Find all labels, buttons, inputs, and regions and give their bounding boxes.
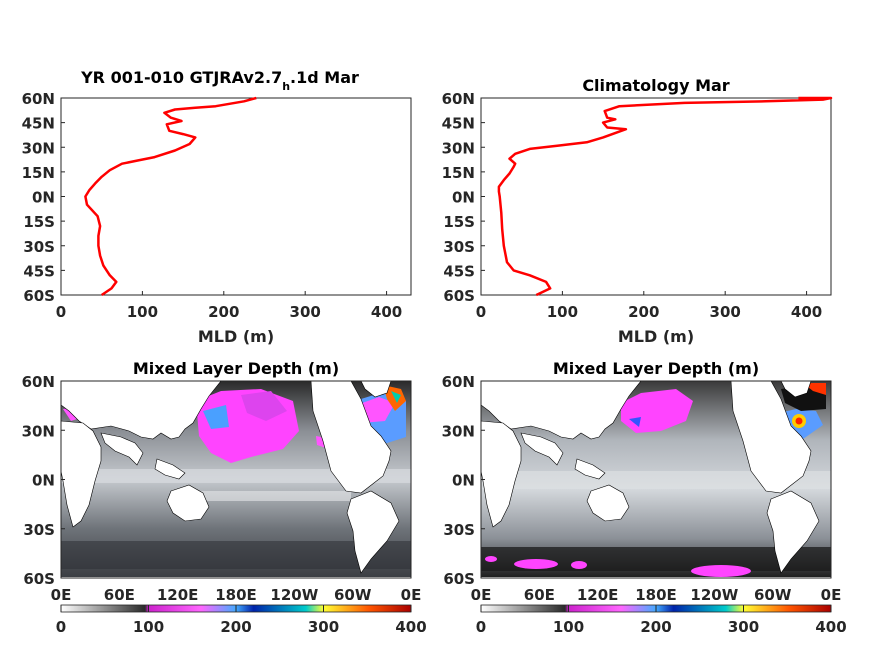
colorbar-model: 0 100 200 300 400 xyxy=(56,604,427,636)
map-lat-tick-label: 60S xyxy=(23,570,55,588)
profile-x-tick-label: 200 xyxy=(208,303,239,321)
panel-map-model: Mixed Layer Depth (m) 0E 60E 120E 1 xyxy=(22,359,427,636)
profile-y-tick-label: 15S xyxy=(23,213,55,231)
profile-x-tick-label: 300 xyxy=(710,303,741,321)
map-lat-tick-label: 60N xyxy=(22,373,55,391)
map-lat-tick-label: 30S xyxy=(443,521,475,539)
colorbar-model-ticks: 0 100 200 300 400 xyxy=(56,605,427,636)
map-lon-tick-label: 180E xyxy=(215,586,257,604)
profile-y-tick-label: 30N xyxy=(442,139,475,157)
map-lon-tick-label: 120E xyxy=(157,586,199,604)
profile-x-tick-label: 200 xyxy=(628,303,659,321)
map-lat-tick-label: 0N xyxy=(32,472,55,490)
colorbar-tick-label: 300 xyxy=(728,618,759,636)
colorbar-tick-label: 0 xyxy=(56,618,66,636)
profile-model-title-main: YR 001-010 GTJRAv2.7 xyxy=(80,68,282,87)
profile-y-tick-label: 45N xyxy=(22,115,55,133)
map-clim-field xyxy=(480,380,832,582)
profile-y-tick-label: 15S xyxy=(443,213,475,231)
profile-model-xlabel: MLD (m) xyxy=(198,327,274,346)
profile-clim-ticks: 0 100 200 300 400 60N 45N 30N 15N 0N 15S 30S 45S 60S xyxy=(442,90,823,321)
profile-clim-axes xyxy=(480,97,832,296)
profile-y-tick-label: 15N xyxy=(22,164,55,182)
map-clim-title: Mixed Layer Depth (m) xyxy=(553,359,759,378)
map-model-title: Mixed Layer Depth (m) xyxy=(133,359,339,378)
profile-model-axes xyxy=(60,97,412,296)
map-lon-tick-label: 180E xyxy=(635,586,677,604)
profile-model-title-sub: h xyxy=(282,80,290,93)
profile-x-tick-label: 300 xyxy=(290,303,321,321)
map-lon-tick-label: 60W xyxy=(754,586,792,604)
profile-clim-series-line xyxy=(497,96,833,297)
panel-profile-climatology: Climatology Mar 0 100 200 300 400 60N 45N 30N 15… xyxy=(442,76,833,346)
colorbar-tick-label: 200 xyxy=(640,618,671,636)
map-lon-tick-label: 0E xyxy=(51,586,72,604)
colorbar-tick-label: 100 xyxy=(553,618,584,636)
map-clim-ticks: 0E 60E 120E 180E 120W 60W 0E 60N 30N 0N 30S 60S xyxy=(442,373,842,604)
colorbar-tick-label: 100 xyxy=(133,618,164,636)
profile-x-tick-label: 0 xyxy=(56,303,66,321)
map-lon-tick-label: 60E xyxy=(104,586,135,604)
map-model-ticks: 0E 60E 120E 180E 120W 60W 0E 60N 30N 0N 30S 60S xyxy=(22,373,422,604)
profile-y-tick-label: 15N xyxy=(442,164,475,182)
map-lat-tick-label: 30N xyxy=(442,422,475,440)
profile-model-series-line xyxy=(84,96,257,297)
profile-y-tick-label: 0N xyxy=(452,189,475,207)
profile-x-tick-label: 400 xyxy=(791,303,822,321)
profile-y-tick-label: 60N xyxy=(22,90,55,108)
profile-y-tick-label: 45S xyxy=(23,262,55,280)
map-model-field xyxy=(60,380,412,582)
profile-y-tick-label: 30N xyxy=(22,139,55,157)
profile-y-tick-label: 45S xyxy=(443,262,475,280)
profile-model-title-suffix: .1d Mar xyxy=(290,68,359,87)
panel-map-climatology: Mixed Layer Depth (m) 0E 60E 120E 180E 120W 6… xyxy=(442,359,847,636)
profile-y-tick-label: 45N xyxy=(442,115,475,133)
map-lon-tick-label: 0E xyxy=(471,586,492,604)
map-lat-tick-label: 30N xyxy=(22,422,55,440)
colorbar-tick-label: 200 xyxy=(220,618,251,636)
profile-y-tick-label: 60N xyxy=(442,90,475,108)
map-lon-tick-label: 60E xyxy=(524,586,555,604)
colorbar-clim-ticks: 0 100 200 300 400 xyxy=(476,605,847,636)
profile-x-tick-label: 400 xyxy=(371,303,402,321)
map-lon-tick-label: 120E xyxy=(577,586,619,604)
profile-x-tick-label: 0 xyxy=(476,303,486,321)
colorbar-tick-label: 300 xyxy=(308,618,339,636)
map-lon-tick-label: 120W xyxy=(270,586,318,604)
profile-clim-title: Climatology Mar xyxy=(582,76,729,95)
panel-profile-model: YR 001-010 GTJRAv2.7h.1d Mar 0 100 200 300 4… xyxy=(22,68,412,346)
profile-y-tick-label: 30S xyxy=(23,238,55,256)
colorbar-clim: 0 100 200 300 400 xyxy=(476,604,847,636)
colorbar-tick-label: 400 xyxy=(815,618,846,636)
profile-model-ticks: 0 100 200 300 400 60N 45N 30N 15N 0N 15S 30S 45S 60S xyxy=(22,90,403,321)
profile-model-title: YR 001-010 GTJRAv2.7h.1d Mar xyxy=(80,68,359,93)
map-lat-tick-label: 60S xyxy=(443,570,475,588)
profile-y-tick-label: 60S xyxy=(443,287,475,305)
map-lon-tick-label: 120W xyxy=(690,586,738,604)
map-lon-tick-label: 0E xyxy=(401,586,422,604)
map-lon-tick-label: 0E xyxy=(821,586,842,604)
profile-x-tick-label: 100 xyxy=(547,303,578,321)
profile-y-tick-label: 0N xyxy=(32,189,55,207)
colorbar-tick-label: 400 xyxy=(395,618,426,636)
colorbar-tick-label: 0 xyxy=(476,618,486,636)
profile-y-tick-label: 30S xyxy=(443,238,475,256)
map-lat-tick-label: 60N xyxy=(442,373,475,391)
map-lon-tick-label: 60W xyxy=(334,586,372,604)
profile-x-tick-label: 100 xyxy=(127,303,158,321)
map-lat-tick-label: 0N xyxy=(452,472,475,490)
profile-y-tick-label: 60S xyxy=(23,287,55,305)
map-lat-tick-label: 30S xyxy=(23,521,55,539)
profile-clim-xlabel: MLD (m) xyxy=(618,327,694,346)
